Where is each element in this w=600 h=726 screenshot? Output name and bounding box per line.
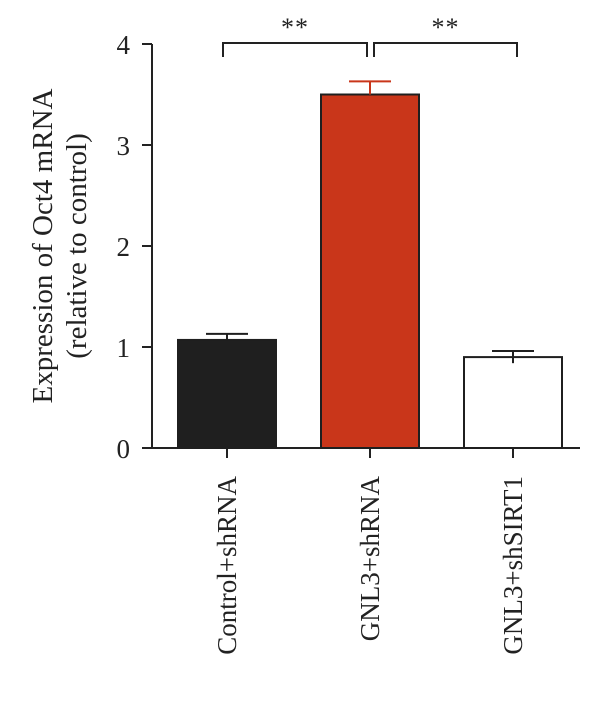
y-tick-label: 1 bbox=[117, 333, 131, 363]
error-bars bbox=[206, 80, 534, 364]
significance-bracket bbox=[373, 42, 518, 57]
x-tick-label: GNL3+shRNA bbox=[355, 476, 385, 642]
y-axis-title-line-1: Expression of Oct4 mRNA bbox=[27, 88, 59, 403]
x-tick-label: Control+shRNA bbox=[212, 476, 242, 655]
bar bbox=[320, 93, 420, 449]
significance-label: ** bbox=[432, 13, 460, 42]
y-tick-label: 4 bbox=[117, 30, 131, 60]
y-tick-label: 2 bbox=[117, 232, 131, 262]
x-axis: Control+shRNA GNL3+shRNA GNL3+shSIRT1 bbox=[151, 447, 580, 655]
x-tick-label: GNL3+shSIRT1 bbox=[498, 476, 528, 655]
y-axis: 0 1 2 3 4 bbox=[117, 30, 153, 464]
y-tick-label: 0 bbox=[117, 434, 131, 464]
y-axis-title-line-2: (relative to control) bbox=[61, 133, 93, 358]
significance-label: ** bbox=[281, 13, 309, 42]
y-tick-label: 3 bbox=[117, 131, 131, 161]
y-axis-title: Expression of Oct4 mRNA (relative to con… bbox=[27, 88, 93, 403]
significance-brackets: ** ** bbox=[222, 13, 518, 57]
bar bbox=[463, 356, 563, 450]
bar bbox=[177, 338, 277, 449]
bars bbox=[177, 93, 563, 450]
significance-bracket bbox=[222, 42, 368, 57]
